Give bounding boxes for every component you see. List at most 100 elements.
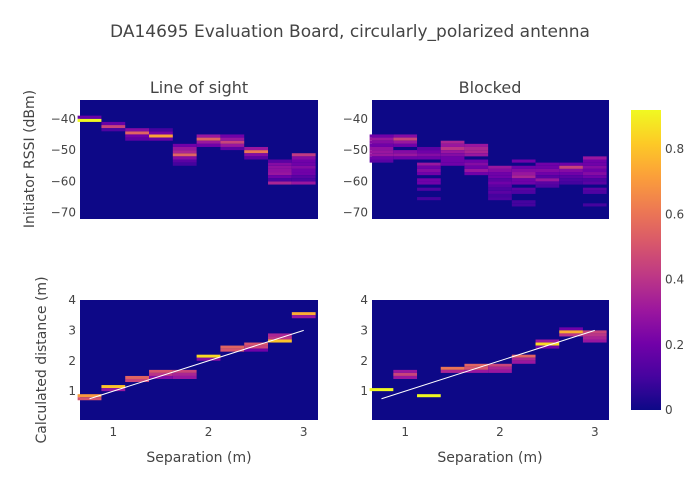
heatmap-cell — [440, 140, 465, 144]
heatmap-cell — [559, 168, 583, 173]
heatmap-cell — [101, 128, 126, 132]
heatmap-cell — [369, 159, 394, 163]
panel-title-blocked: Blocked — [459, 78, 522, 97]
colorbar-tick-label: 0.6 — [665, 207, 684, 221]
heatmap-cell — [291, 172, 316, 176]
heatmap-cell — [268, 172, 292, 176]
heatmap-cell — [417, 156, 441, 160]
y-tick-label: 2 — [68, 354, 76, 368]
heatmap-cell — [488, 168, 512, 173]
heatmap-cell — [535, 184, 560, 188]
heatmap-cell — [440, 156, 465, 160]
heatmap-cell — [101, 388, 126, 392]
heatmap-cell — [369, 134, 394, 138]
heatmap-cell — [268, 333, 292, 337]
heatmap-cell — [582, 333, 607, 337]
heatmap-cell — [268, 168, 292, 173]
heatmap-cell — [464, 150, 489, 154]
heatmap-cell — [440, 159, 465, 163]
heatmap-cell — [417, 153, 441, 157]
y-tick-label: −50 — [343, 143, 368, 157]
heatmap-cell — [535, 178, 560, 182]
heatmap-cell — [535, 342, 560, 346]
heatmap-cell — [149, 375, 173, 379]
heatmap-cell — [417, 394, 441, 398]
heatmap-cell — [535, 168, 560, 173]
heatmap-cell — [582, 330, 607, 334]
heatmap-cell — [511, 354, 536, 358]
heatmap-cell — [369, 153, 394, 157]
heatmap-cell — [488, 181, 512, 185]
heatmap-cell — [511, 190, 536, 194]
heatmap-cell — [464, 162, 489, 166]
heatmap-cell — [488, 187, 512, 191]
heatmap-cell — [417, 150, 441, 154]
heatmap-cell — [268, 178, 292, 182]
heatmap-cell — [440, 143, 465, 147]
heatmap-cell — [172, 153, 197, 157]
heatmap-cell — [535, 345, 560, 349]
y-tick-label: 1 — [360, 384, 368, 398]
heatmap-cell — [440, 162, 465, 166]
heatmap-cell — [244, 348, 269, 352]
x-axis-title-left: Separation (m) — [146, 450, 251, 466]
heatmap-cell — [417, 146, 441, 151]
heatmap-cell — [291, 175, 316, 179]
heatmap-cell — [488, 363, 512, 367]
heatmap-cell — [488, 190, 512, 194]
heatmap-cell — [291, 181, 316, 185]
heatmap-cell — [582, 203, 607, 207]
heatmap-cell — [268, 181, 292, 185]
heatmap-cell — [172, 146, 197, 151]
heatmap-cell — [220, 143, 245, 147]
heatmap-cell — [464, 143, 489, 147]
heatmap-cell — [244, 153, 269, 157]
heatmap-cell — [511, 159, 536, 163]
heatmap-cell — [125, 128, 150, 132]
heatmap-cell — [149, 131, 173, 135]
heatmap-cell — [393, 140, 418, 144]
colorbar: 0 0.2 0.4 0.6 0.8 — [631, 110, 684, 417]
x-axis-title-right: Separation (m) — [437, 450, 542, 466]
heatmap-cell — [220, 137, 245, 141]
y-tick-label: −50 — [51, 143, 76, 157]
heatmap-cell — [535, 162, 560, 166]
heatmap-cell — [220, 140, 245, 144]
heatmap-cell — [582, 168, 607, 173]
y-tick-label: −40 — [343, 112, 368, 126]
y-tick-label: 4 — [360, 293, 368, 307]
heatmap-cell — [511, 357, 536, 361]
heatmap-cell — [196, 140, 221, 144]
heatmap-cell — [440, 153, 465, 157]
heatmap-cell — [511, 187, 536, 191]
panel-rssi-line-of-sight: −40 −50 −60 −70 — [51, 100, 318, 220]
heatmap-cell — [417, 162, 441, 166]
heatmap-cell — [511, 203, 536, 207]
heatmap-cell — [369, 146, 394, 151]
heatmap-cell — [582, 336, 607, 340]
heatmap-cell — [369, 156, 394, 160]
heatmap-cell — [172, 375, 197, 379]
y-tick-label: 4 — [68, 293, 76, 307]
x-tick-label: 1 — [401, 425, 409, 439]
heatmap-cell — [535, 165, 560, 169]
y-tick-label: 3 — [360, 323, 368, 337]
heatmap-cell — [417, 181, 441, 185]
heatmap-cell — [244, 150, 269, 154]
x-tick-label: 2 — [496, 425, 504, 439]
x-tick-label: 3 — [300, 425, 308, 439]
heatmap-cell — [535, 172, 560, 176]
heatmap-cell — [559, 175, 583, 179]
heatmap-cell — [559, 327, 583, 331]
heatmap-cell — [417, 178, 441, 182]
heatmap-cell — [172, 159, 197, 163]
heatmap-cell — [196, 357, 221, 361]
heatmap-cell — [582, 172, 607, 176]
heatmap-cell — [535, 181, 560, 185]
heatmap-cell — [77, 118, 102, 122]
heatmap-cell — [393, 137, 418, 141]
heatmap-cell — [559, 165, 583, 169]
heatmap-cell — [291, 178, 316, 182]
heatmap-cell — [582, 175, 607, 179]
